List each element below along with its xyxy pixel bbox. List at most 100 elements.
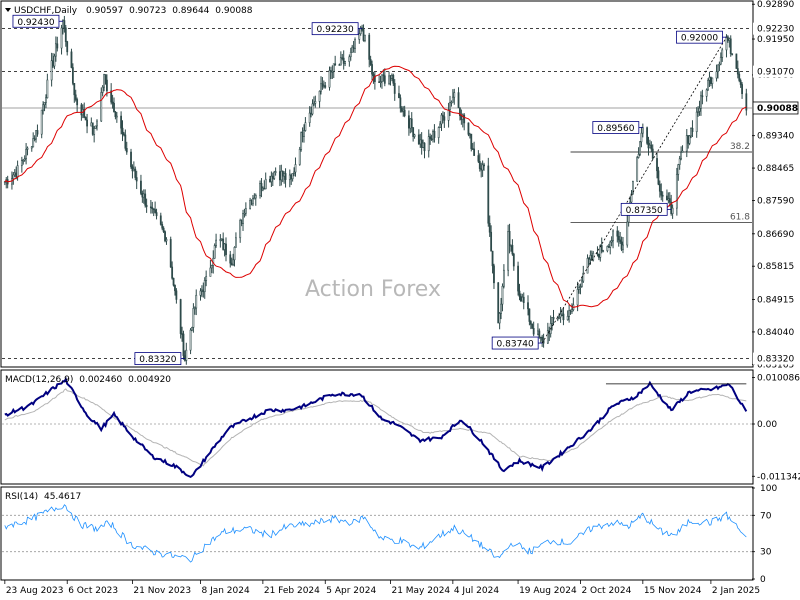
candle-body — [12, 174, 15, 180]
candle-body — [210, 265, 213, 269]
candle-body — [487, 165, 490, 224]
candle-body — [707, 80, 709, 91]
candle-body — [174, 284, 176, 292]
date-tick-label: 15 Nov 2024 — [644, 586, 702, 596]
trend-line — [541, 36, 727, 344]
candle-body — [169, 239, 172, 268]
candle-body — [483, 164, 485, 167]
candle-body — [46, 79, 49, 99]
candle-body — [243, 213, 246, 215]
candle-body — [111, 101, 114, 104]
candle-body — [558, 316, 561, 319]
candle-body — [201, 289, 203, 292]
date-tick-label: 23 Aug 2023 — [6, 586, 64, 596]
candle-body — [209, 267, 212, 277]
candle-body — [700, 95, 702, 109]
candle-body — [308, 112, 311, 124]
candle-body — [86, 119, 88, 127]
candle-body — [668, 198, 671, 203]
candle-body — [182, 333, 185, 356]
candle-body — [179, 299, 182, 334]
candle-body — [338, 64, 341, 66]
candle-body — [666, 195, 668, 201]
candle-body — [288, 174, 291, 180]
candle-body — [301, 132, 304, 137]
candle-body — [314, 101, 317, 104]
macd-value: 0.002460 — [79, 375, 122, 385]
price-label-box — [592, 121, 640, 134]
candle-body — [708, 77, 711, 81]
candle-body — [144, 193, 147, 206]
candle-body — [392, 74, 395, 84]
level-axis-box — [753, 22, 798, 35]
candle-body — [66, 41, 69, 53]
candle-body — [96, 120, 98, 127]
candle-body — [294, 164, 297, 173]
candle-body — [322, 85, 325, 87]
candle-body — [193, 307, 196, 310]
candle-body — [213, 245, 216, 259]
macd-tick-label: 0.010086 — [757, 374, 800, 384]
candle-body — [507, 231, 510, 271]
candle-body — [84, 117, 87, 121]
candle-body — [498, 313, 501, 324]
candle-body — [562, 313, 565, 321]
candle-body — [735, 53, 738, 69]
candle-body — [135, 177, 138, 182]
candle-body — [688, 135, 691, 144]
price-levels: 38.2 61.8 — [2, 28, 752, 359]
open-value: 0.90597 — [86, 6, 123, 16]
rsi-header: RSI(14) 45.4617 — [5, 492, 81, 502]
candle-body — [589, 255, 592, 260]
candle-body — [120, 115, 122, 129]
candle-body — [561, 313, 563, 316]
candle-body — [691, 127, 694, 133]
candle-body — [383, 75, 386, 84]
level-axis-box — [753, 65, 798, 78]
fib-level-label: 38.2 — [730, 142, 750, 152]
candle-body — [399, 97, 402, 109]
candle-body — [104, 74, 107, 81]
candle-body — [612, 230, 614, 241]
candle-body — [362, 29, 365, 41]
candle-body — [348, 56, 351, 62]
candle-body — [639, 141, 641, 155]
candle-body — [369, 59, 372, 65]
candle-body — [658, 184, 661, 192]
level-axis-label: 0.91070 — [757, 68, 794, 78]
rsi-name: RSI — [5, 492, 20, 502]
candle-body — [745, 93, 748, 111]
candle-body — [20, 160, 23, 166]
macd-tick-label: -0.011342 — [757, 472, 800, 482]
candle-body — [101, 86, 104, 93]
candle-body — [63, 20, 66, 29]
candle-body — [290, 174, 293, 180]
candle-body — [741, 84, 743, 95]
price-tick-label: 0.86690 — [757, 230, 794, 240]
candle-body — [274, 171, 277, 173]
candle-body — [546, 330, 549, 344]
candle-body — [473, 148, 476, 156]
candle-body — [432, 130, 434, 140]
candle-body — [378, 81, 381, 83]
candle-body — [341, 57, 344, 60]
candle-body — [36, 130, 39, 135]
candle-body — [16, 165, 19, 178]
candle-body — [159, 215, 162, 225]
timeframe-separator: , — [51, 6, 54, 16]
candle-body — [646, 127, 648, 144]
candle-body — [649, 144, 651, 149]
price-tick-label: 0.85815 — [757, 262, 794, 272]
candle-body — [334, 63, 337, 66]
candle-body — [511, 244, 514, 255]
candle-body — [263, 187, 266, 190]
candle-body — [192, 308, 195, 328]
candle-body — [368, 34, 371, 60]
candle-body — [390, 74, 393, 79]
candle-body — [13, 172, 16, 176]
candle-body — [124, 134, 127, 149]
candle-body — [189, 329, 192, 351]
candle-body — [53, 55, 56, 67]
candle-body — [364, 34, 366, 41]
candle-body — [579, 286, 582, 288]
